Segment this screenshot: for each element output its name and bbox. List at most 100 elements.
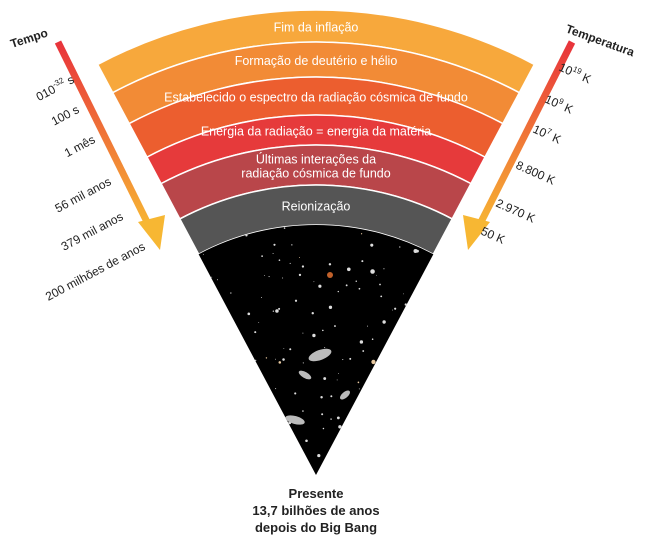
star	[313, 472, 315, 474]
star	[370, 243, 374, 247]
star	[318, 284, 322, 288]
star	[194, 430, 195, 431]
star	[282, 358, 285, 361]
star	[189, 330, 193, 334]
star	[349, 357, 352, 360]
temperatures-after: K	[547, 129, 563, 146]
star	[371, 338, 374, 340]
star	[361, 260, 364, 263]
band-label: Formação de deutério e hélio	[235, 54, 398, 68]
star	[202, 253, 204, 255]
temperatures-label: 1019 K	[557, 59, 594, 86]
star	[453, 274, 454, 275]
star	[452, 406, 455, 409]
star	[403, 293, 404, 295]
star	[171, 391, 172, 392]
star	[320, 396, 323, 399]
star	[381, 448, 383, 450]
times-base: 379 mil anos	[59, 209, 126, 253]
star	[370, 269, 375, 274]
star	[217, 433, 221, 436]
temp-title: Temperatura	[564, 22, 637, 60]
star	[432, 261, 434, 265]
temperatures-base: 2.970 K	[494, 196, 537, 226]
temp-arrow	[474, 40, 576, 230]
band-label: Energia da radiação = energia da matéria	[201, 124, 431, 138]
star	[177, 280, 181, 284]
star	[169, 435, 170, 436]
star	[379, 283, 381, 286]
star	[382, 434, 384, 436]
times-base: 56 mil anos	[53, 174, 114, 215]
star	[165, 280, 168, 283]
temperatures-sup: 9	[557, 96, 565, 106]
star	[399, 405, 402, 408]
star	[387, 462, 390, 465]
star	[188, 383, 190, 385]
star	[278, 259, 281, 261]
time-arrow-head	[138, 215, 165, 250]
star	[425, 320, 429, 323]
star	[260, 373, 263, 377]
star	[384, 407, 386, 409]
star	[305, 439, 308, 443]
star	[435, 387, 437, 389]
star	[383, 268, 385, 270]
temperatures-after: K	[577, 69, 593, 86]
star	[466, 401, 469, 404]
star	[247, 393, 249, 395]
star	[342, 358, 344, 361]
star	[289, 262, 291, 264]
star	[409, 346, 413, 350]
star	[159, 455, 160, 456]
star	[247, 312, 251, 316]
star	[463, 463, 464, 464]
band-label: radiação cósmica de fundo	[241, 166, 390, 180]
star	[436, 428, 440, 432]
star	[264, 275, 265, 276]
star	[468, 445, 472, 449]
star	[345, 462, 347, 464]
star	[221, 370, 224, 373]
galaxy	[298, 370, 312, 380]
temperatures-label: 50 K	[479, 224, 507, 247]
band-label: Últimas interações da	[256, 151, 376, 166]
star	[322, 427, 325, 430]
star	[445, 279, 449, 283]
star	[359, 413, 361, 415]
times-base: 1 mês	[62, 132, 97, 160]
star	[169, 245, 170, 246]
star	[261, 297, 263, 298]
star	[252, 473, 254, 475]
star	[399, 246, 401, 248]
star	[328, 305, 333, 309]
star	[218, 357, 220, 358]
star	[414, 431, 416, 433]
star	[226, 365, 228, 367]
star	[432, 359, 434, 360]
star	[453, 444, 457, 448]
star	[460, 400, 463, 403]
star	[386, 399, 388, 400]
star	[209, 408, 212, 411]
star	[275, 309, 279, 313]
star	[439, 292, 441, 294]
star	[239, 443, 243, 448]
star	[375, 274, 377, 276]
star	[440, 259, 443, 262]
star	[419, 372, 421, 374]
star	[167, 414, 170, 417]
star	[238, 405, 241, 409]
star	[298, 273, 302, 277]
star	[278, 307, 281, 310]
times-label: 010-32 s	[33, 71, 76, 103]
temperatures-base: 50 K	[479, 224, 507, 247]
galaxy	[327, 272, 333, 278]
times-label: 379 mil anos	[59, 209, 126, 253]
temp-arrow-head	[463, 215, 490, 250]
star	[456, 352, 457, 353]
star	[441, 437, 442, 438]
star	[317, 453, 321, 458]
star	[230, 292, 232, 294]
star	[171, 282, 173, 284]
